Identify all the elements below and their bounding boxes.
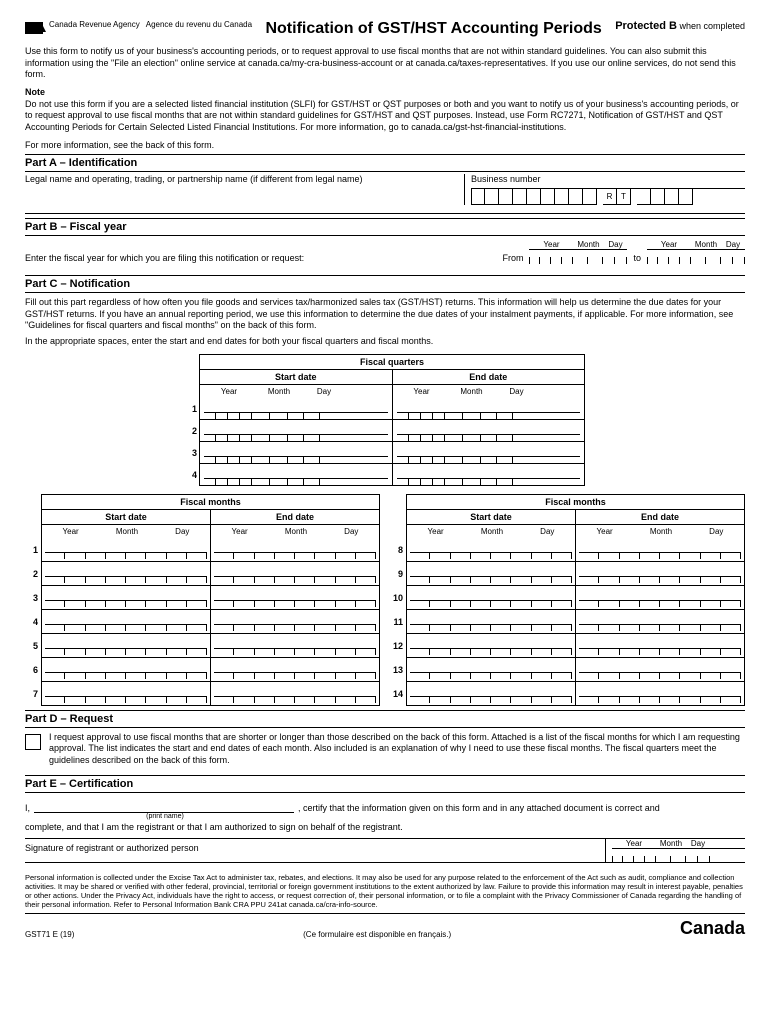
fm-start-4[interactable] — [41, 610, 210, 634]
fm-start-5[interactable] — [41, 634, 210, 658]
cert-end: complete, and that I am the registrant o… — [25, 822, 745, 832]
fm-end-10[interactable] — [575, 586, 745, 610]
fiscal-quarters-table: Fiscal quarters Start dateEnd date YearM… — [185, 354, 585, 486]
fm-start-11[interactable] — [406, 610, 575, 634]
protected-mark: Protected B when completed — [615, 20, 745, 32]
request-checkbox[interactable] — [25, 734, 41, 750]
note-box: Note Do not use this form if you are a s… — [25, 87, 745, 134]
fm-start-14[interactable] — [406, 682, 575, 706]
fm-start-3[interactable] — [41, 586, 210, 610]
fm-end-4[interactable] — [210, 610, 380, 634]
fq-end-3[interactable] — [392, 442, 586, 464]
cert-mid: , certify that the information given on … — [298, 803, 660, 813]
fm-start-10[interactable] — [406, 586, 575, 610]
sig-date-input[interactable]: YearMonthDay — [605, 839, 745, 862]
to-label: to — [633, 253, 641, 263]
part-a-header: Part A – Identification — [25, 154, 745, 172]
fq-end-1[interactable] — [392, 398, 586, 420]
fm-end-3[interactable] — [210, 586, 380, 610]
form-header: Canada Revenue Agency Agence du revenu d… — [25, 20, 745, 38]
fm-end-6[interactable] — [210, 658, 380, 682]
part-e-header: Part E – Certification — [25, 775, 745, 793]
from-date-input[interactable]: YearMonthDay — [529, 240, 627, 263]
french-notice: (Ce formulaire est disponible en françai… — [303, 930, 451, 939]
fiscal-months-table-left: Fiscal months Start dateEnd date YearMon… — [25, 494, 380, 706]
canada-flag-icon — [25, 22, 43, 34]
fm-end-14[interactable] — [575, 682, 745, 706]
signature-field[interactable]: Signature of registrant or authorized pe… — [25, 839, 605, 862]
to-date-input[interactable]: YearMonthDay — [647, 240, 745, 263]
part-c-p1: Fill out this part regardless of how oft… — [25, 297, 745, 332]
fm-start-7[interactable] — [41, 682, 210, 706]
bn-label: Business number — [471, 174, 745, 184]
fm-end-12[interactable] — [575, 634, 745, 658]
agency-name-fr: Agence du revenu du Canada — [146, 20, 252, 30]
fm-start-1[interactable] — [41, 538, 210, 562]
intro-text: Use this form to notify us of your busin… — [25, 46, 745, 81]
fm-start-6[interactable] — [41, 658, 210, 682]
form-title: Notification of GST/HST Accounting Perio… — [252, 20, 615, 38]
fm-start-12[interactable] — [406, 634, 575, 658]
part-d-text: I request approval to use fiscal months … — [49, 732, 745, 767]
agency-name-en: Canada Revenue Agency — [49, 20, 140, 30]
fq-start-4[interactable] — [199, 464, 392, 486]
canada-wordmark: Canada — [680, 918, 745, 939]
part-b-header: Part B – Fiscal year — [25, 218, 745, 236]
bn-input[interactable]: RT — [471, 188, 745, 205]
fm-end-9[interactable] — [575, 562, 745, 586]
fm-start-2[interactable] — [41, 562, 210, 586]
fm-end-5[interactable] — [210, 634, 380, 658]
fm-end-2[interactable] — [210, 562, 380, 586]
fm-end-1[interactable] — [210, 538, 380, 562]
print-name-input[interactable] — [34, 799, 294, 813]
form-number: GST71 E (19) — [25, 930, 74, 939]
fiscal-months-table-right: Fiscal months Start dateEnd date YearMon… — [390, 494, 745, 706]
privacy-text: Personal information is collected under … — [25, 873, 745, 909]
fm-start-9[interactable] — [406, 562, 575, 586]
part-b-label: Enter the fiscal year for which you are … — [25, 253, 502, 263]
form-footer: GST71 E (19) (Ce formulaire est disponib… — [25, 913, 745, 939]
fq-start-2[interactable] — [199, 420, 392, 442]
fq-end-4[interactable] — [392, 464, 586, 486]
fm-end-7[interactable] — [210, 682, 380, 706]
part-c-header: Part C – Notification — [25, 275, 745, 293]
fq-start-3[interactable] — [199, 442, 392, 464]
fm-end-11[interactable] — [575, 610, 745, 634]
fm-start-8[interactable] — [406, 538, 575, 562]
legal-name-field[interactable]: Legal name and operating, trading, or pa… — [25, 174, 465, 205]
more-info-text: For more information, see the back of th… — [25, 140, 745, 150]
part-d-header: Part D – Request — [25, 710, 745, 728]
fm-end-13[interactable] — [575, 658, 745, 682]
print-name-label: (print name) — [35, 813, 295, 820]
part-c-p2: In the appropriate spaces, enter the sta… — [25, 336, 745, 348]
fq-end-2[interactable] — [392, 420, 586, 442]
fm-start-13[interactable] — [406, 658, 575, 682]
fq-start-1[interactable] — [199, 398, 392, 420]
cert-i: I, — [25, 803, 30, 813]
from-label: From — [502, 253, 523, 263]
fm-end-8[interactable] — [575, 538, 745, 562]
